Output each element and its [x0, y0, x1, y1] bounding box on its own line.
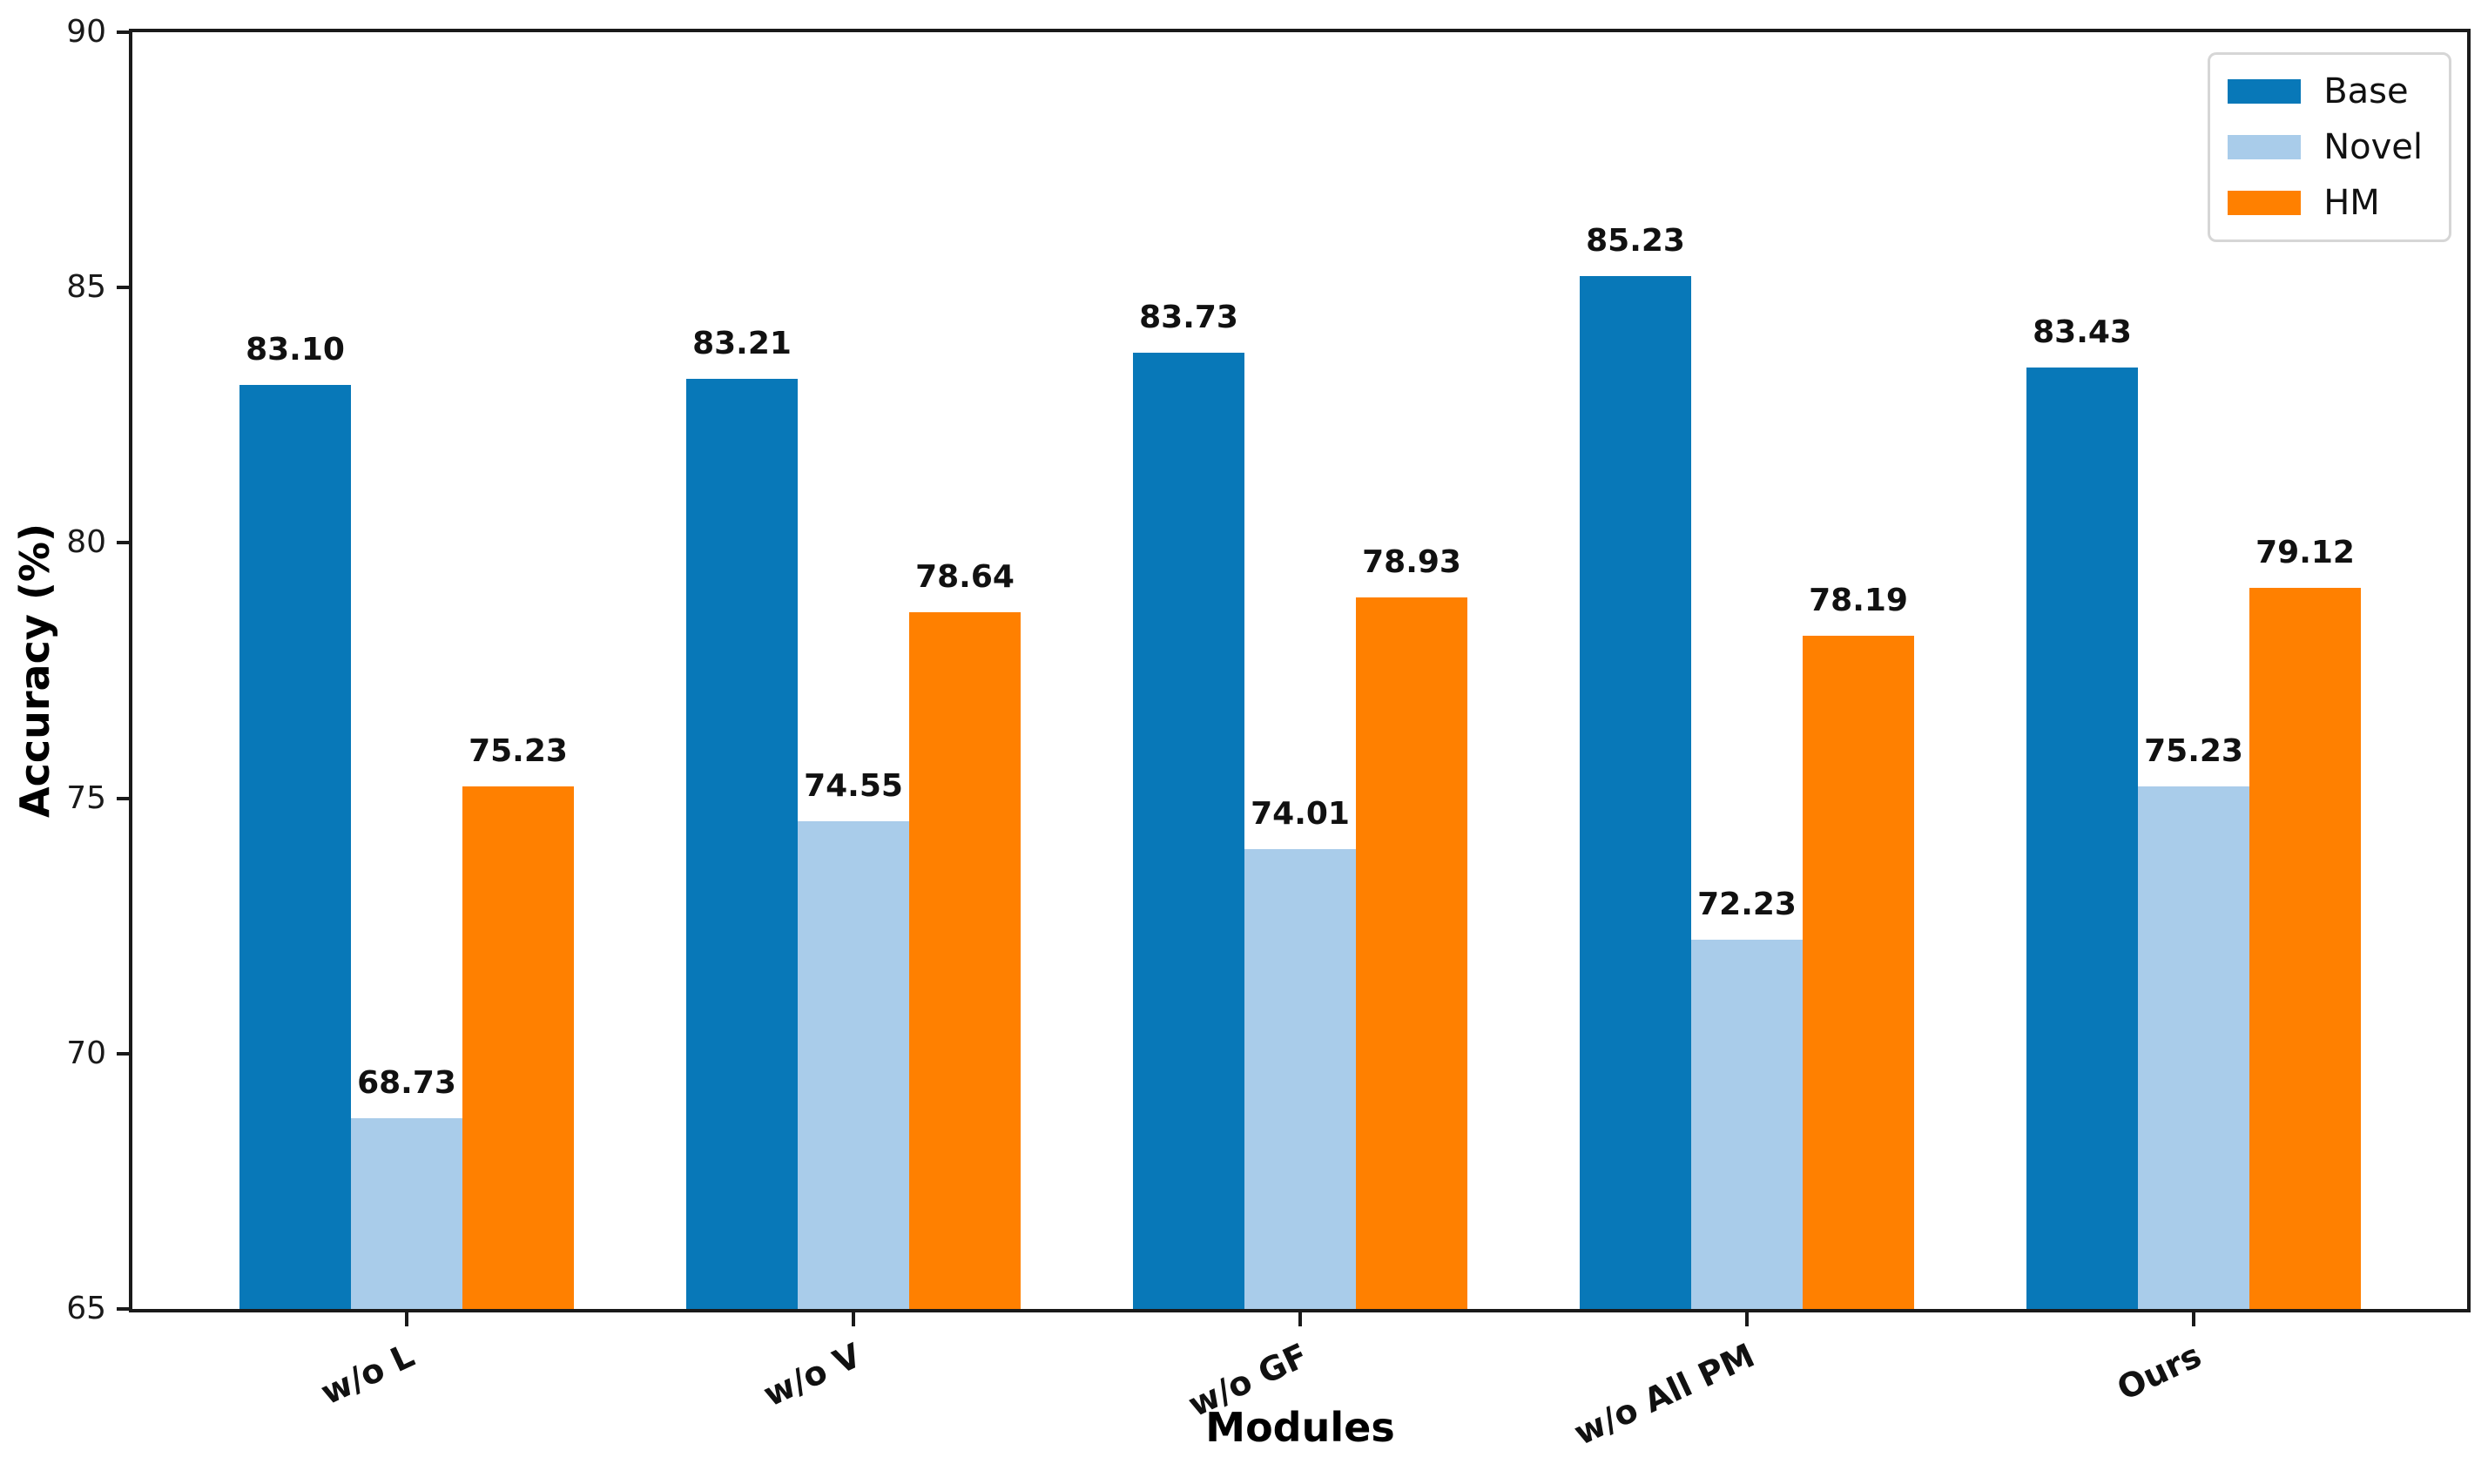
bar-novel-w-o-gf [1244, 848, 1357, 1309]
x-tick-label-w-o-v: w/o V [758, 1336, 867, 1414]
value-label-hm-w-o-gf: 78.93 [1362, 544, 1461, 581]
y-tick-mark [117, 30, 132, 34]
bar-novel-w-o-l [351, 1118, 463, 1309]
bar-base-w-o-gf [1133, 352, 1245, 1309]
x-tick-mark [1298, 1312, 1303, 1326]
bar-hm-w-o-gf [1356, 597, 1468, 1309]
legend-label-hm: HM [2323, 183, 2380, 223]
value-label-base-w-o-all-pm: 85.23 [1586, 222, 1685, 259]
y-axis-label: Accuracy (%) [11, 523, 58, 819]
bar-hm-w-o-all-pm [1803, 635, 1915, 1309]
y-tick-mark [117, 286, 132, 290]
x-tick-mark [405, 1312, 409, 1326]
bar-base-w-o-all-pm [1580, 275, 1692, 1309]
legend-item-novel: Novel [2228, 126, 2423, 168]
x-tick-mark [2192, 1312, 2196, 1326]
x-tick-label-w-o-l: w/o L [314, 1336, 421, 1413]
value-label-hm-ours: 79.12 [2255, 535, 2355, 570]
y-tick-label: 80 [66, 524, 106, 561]
bar-hm-w-o-l [462, 786, 575, 1309]
value-label-base-w-o-gf: 83.73 [1139, 299, 1238, 335]
y-tick-mark [117, 1307, 132, 1311]
y-tick-mark [117, 1051, 132, 1056]
x-axis-label: Modules [1205, 1404, 1395, 1451]
bar-hm-w-o-v [909, 612, 1021, 1309]
bar-base-ours [2026, 368, 2139, 1309]
value-label-novel-ours: 75.23 [2144, 733, 2243, 770]
y-tick-mark [117, 541, 132, 545]
legend-item-base: Base [2228, 71, 2423, 112]
x-tick-label-ours: Ours [2111, 1336, 2208, 1408]
value-label-novel-w-o-l: 68.73 [357, 1065, 456, 1102]
y-tick-mark [117, 796, 132, 800]
value-label-hm-w-o-v: 78.64 [915, 559, 1015, 596]
y-tick-label: 85 [66, 269, 106, 306]
value-label-hm-w-o-all-pm: 78.19 [1809, 582, 1908, 618]
x-tick-mark [1745, 1312, 1750, 1326]
x-tick-mark [852, 1312, 856, 1326]
legend: Base Novel HM [2208, 52, 2451, 242]
legend-item-hm: HM [2228, 182, 2423, 224]
y-tick-label: 90 [66, 14, 106, 50]
y-tick-label: 65 [66, 1291, 106, 1326]
bar-novel-w-o-v [798, 820, 910, 1309]
legend-swatch-hm [2228, 191, 2302, 215]
legend-swatch-novel [2228, 135, 2302, 159]
value-label-novel-w-o-all-pm: 72.23 [1697, 887, 1797, 923]
bar-hm-ours [2249, 588, 2362, 1309]
value-label-base-w-o-v: 83.21 [692, 326, 792, 362]
bar-base-w-o-v [686, 379, 799, 1309]
legend-label-novel: Novel [2323, 127, 2423, 167]
y-tick-label: 70 [66, 1035, 106, 1071]
value-label-hm-w-o-l: 75.23 [469, 733, 568, 770]
legend-swatch-base [2228, 79, 2302, 104]
value-label-novel-w-o-v: 74.55 [804, 767, 903, 804]
bar-novel-ours [2138, 786, 2250, 1309]
value-label-base-w-o-l: 83.10 [246, 331, 345, 368]
value-label-novel-w-o-gf: 74.01 [1251, 795, 1350, 832]
legend-label-base: Base [2323, 71, 2409, 111]
y-tick-label: 75 [66, 779, 106, 816]
bar-base-w-o-l [239, 384, 352, 1309]
value-label-base-ours: 83.43 [2033, 314, 2132, 351]
bar-novel-w-o-all-pm [1691, 940, 1804, 1309]
